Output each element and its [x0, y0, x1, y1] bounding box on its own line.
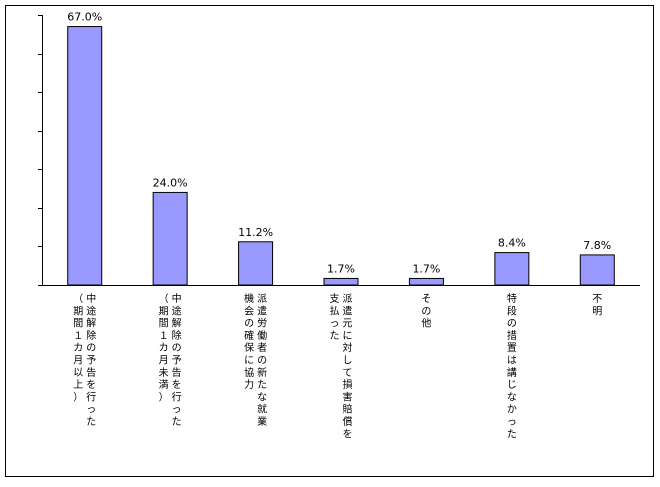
- x-tick-label: 特段の措置は講じなかった: [507, 293, 517, 440]
- bar: [323, 277, 359, 286]
- bar: [152, 191, 188, 286]
- bars: [67, 26, 615, 286]
- x-tick-label: 中途解除の予告を行った: [86, 292, 96, 428]
- data-label: 11.2%: [238, 226, 273, 239]
- bar: [494, 252, 530, 286]
- x-tick-label: その他: [421, 293, 431, 330]
- data-label: 8.4%: [498, 237, 526, 250]
- x-tick-label: （期間１カ月以上）: [73, 293, 83, 403]
- bar: [579, 254, 615, 286]
- x-tick-label: 派遣労働者の新たな就業: [257, 293, 267, 428]
- category-labels: 中途解除の予告を行った（期間１カ月以上）中途解除の予告を行った（期間１カ月未満）…: [73, 292, 602, 440]
- data-label: 24.0%: [153, 176, 188, 189]
- data-label: 67.0%: [67, 11, 102, 24]
- x-tick-label: 不明: [592, 294, 602, 317]
- bar: [67, 26, 103, 286]
- x-tick-label: （期間１カ月未満）: [159, 293, 169, 403]
- x-tick-label: 派遣元に対して損害賠償を: [343, 293, 353, 440]
- x-tick-label: 中途解除の予告を行った: [172, 292, 182, 428]
- bar: [408, 277, 444, 286]
- value-labels: 67.0% 24.0% 11.2% 1.7% 1.7% 8.4% 7.8%: [67, 11, 611, 276]
- data-label: 7.8%: [583, 239, 611, 252]
- data-label: 1.7%: [412, 262, 440, 275]
- x-tick-label: 支払った: [330, 293, 340, 342]
- data-label: 1.7%: [327, 262, 355, 275]
- outer-border: [5, 5, 654, 477]
- x-tick-label: 機会の確保に協力: [244, 292, 254, 391]
- bar: [238, 241, 274, 286]
